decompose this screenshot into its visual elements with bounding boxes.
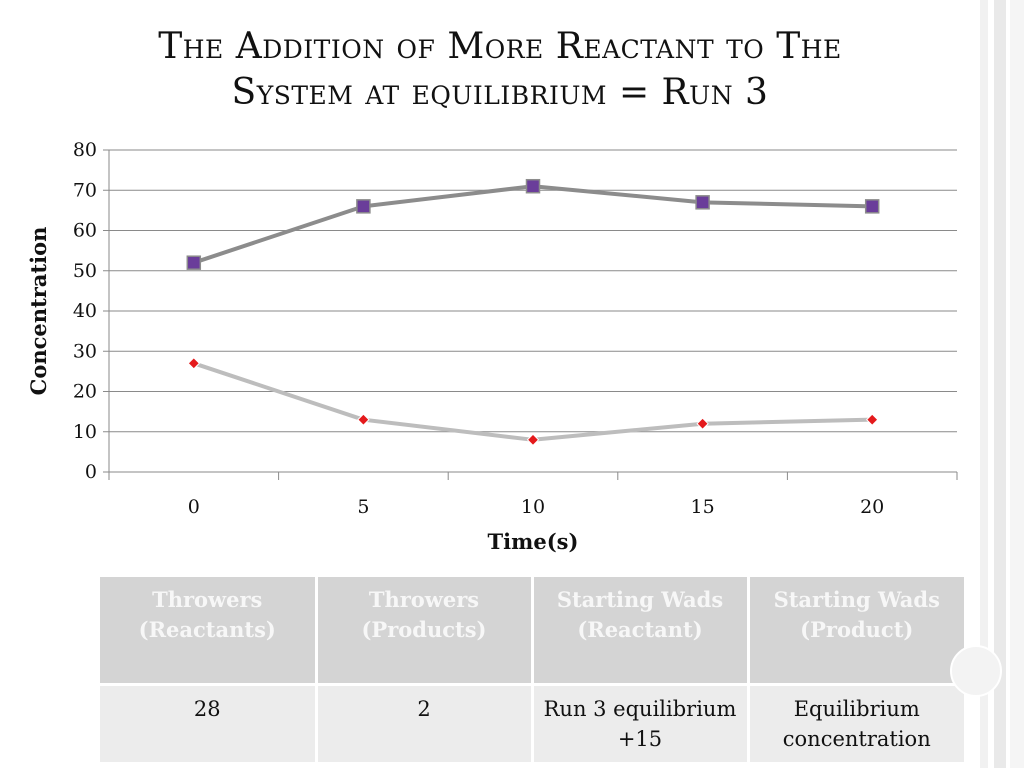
- table-header-text: (Reactants): [138, 617, 276, 642]
- series-2-point: [696, 417, 709, 430]
- series-2-point: [187, 357, 201, 370]
- slide-edge-strip: [1010, 0, 1024, 768]
- y-axis-title: Concentration: [26, 227, 51, 396]
- table-cell-text: +15: [617, 727, 663, 751]
- series-2-line: [193, 361, 873, 442]
- x-tick-label: 20: [860, 496, 884, 518]
- table-header-text: (Products): [361, 617, 487, 642]
- table-header-row: Throwers (Reactants) Throwers (Products) Sta…: [100, 577, 964, 686]
- table-cell: 28: [100, 684, 318, 762]
- nav-circle-decoration: [950, 645, 1002, 697]
- x-tick-label: 5: [357, 496, 369, 518]
- slide-title-line: The Addition of More Reactant to The: [158, 26, 842, 67]
- table-header-text: (Reactant): [577, 617, 703, 642]
- series-1-point: [186, 255, 202, 270]
- series-1-point: [356, 199, 371, 214]
- series-1-line: [193, 184, 873, 265]
- table-header-text: Starting Wads: [773, 587, 940, 612]
- series-2-point: [526, 433, 540, 447]
- y-tick-label: 50: [73, 260, 97, 282]
- x-tick-label: 15: [691, 496, 715, 518]
- table-cell: Equilibrium concentration: [748, 684, 964, 762]
- table-header-text: (Product): [800, 617, 914, 642]
- series-1-point: [525, 178, 541, 194]
- slide-title-line: System at equilibrium = Run 3: [231, 72, 769, 113]
- series-2-point: [865, 413, 879, 426]
- table-cell-text: concentration: [782, 727, 931, 751]
- slide-title: The Addition of More Reactant to The Sys…: [20, 24, 980, 116]
- x-tick-label: 10: [521, 496, 545, 518]
- x-axis-title: Time(s): [488, 529, 579, 554]
- slide-edge-strip: [994, 0, 1006, 768]
- line-chart: 0 10 20 30 40 50 60 70 80 0 5 10 15 20 Time(s) Concen…: [26, 139, 958, 554]
- chart-gridlines: [109, 149, 957, 433]
- table-header-cell: Starting Wads (Product): [748, 577, 964, 686]
- chart-axes: 0 10 20 30 40 50 60 70 80 0 5 10 15 20: [73, 139, 958, 518]
- table-cell-text: 2: [417, 697, 431, 721]
- table-row: 28 2 Run 3 equilibrium +15 Equilibrium concen…: [100, 684, 964, 762]
- table-header-cell: Throwers (Reactants): [100, 577, 318, 686]
- table-cell-text: Equilibrium: [793, 697, 920, 721]
- series-1-point: [864, 199, 880, 214]
- table-cell-text: 28: [193, 697, 221, 721]
- y-tick-label: 30: [73, 340, 97, 362]
- y-tick-label: 80: [73, 139, 97, 161]
- table-cell-text: Run 3 equilibrium: [543, 697, 737, 721]
- wads-data-table: Throwers (Reactants) Throwers (Products) Sta…: [100, 577, 964, 762]
- table-cell: 2: [316, 684, 534, 762]
- table-cell: Run 3 equilibrium +15: [532, 684, 750, 762]
- y-tick-label: 60: [73, 220, 97, 242]
- table-header-text: Throwers: [368, 587, 480, 612]
- y-tick-label: 10: [73, 421, 97, 443]
- chart-series: [186, 178, 880, 447]
- table-header-text: Starting Wads: [556, 587, 724, 612]
- table-header-cell: Throwers (Products): [316, 577, 534, 686]
- series-2-point: [357, 413, 370, 426]
- slide-edge-strip: [980, 0, 988, 768]
- y-tick-label: 0: [85, 461, 97, 483]
- y-tick-label: 20: [73, 381, 97, 403]
- table-body: 28 2 Run 3 equilibrium +15 Equilibrium concen…: [100, 684, 964, 762]
- y-tick-label: 40: [73, 300, 97, 322]
- x-tick-label: 0: [188, 496, 200, 518]
- table-header-cell: Starting Wads (Reactant): [532, 577, 750, 686]
- series-1-point: [695, 195, 710, 210]
- y-tick-label: 70: [73, 179, 97, 201]
- table-header-text: Throwers: [152, 587, 263, 612]
